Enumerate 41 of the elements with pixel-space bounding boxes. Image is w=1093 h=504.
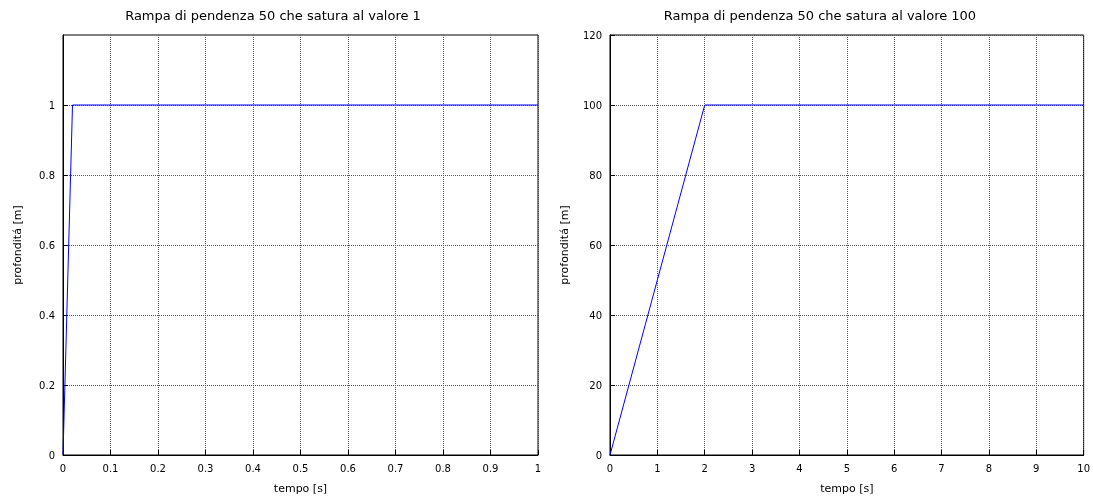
x-axis-title: tempo [s] [273,482,328,495]
x-tick-label: 0.2 [150,462,166,474]
y-tick-label: 0.8 [39,169,55,181]
x-tick-label: 0.6 [340,462,356,474]
x-tick-label: 0.7 [387,462,404,474]
x-tick-label: 8 [985,462,993,474]
x-tick-label: 9 [1033,462,1040,474]
x-tick-label: 10 [1077,462,1090,474]
y-tick-label: 60 [589,239,602,251]
y-tick-label: 80 [589,169,602,181]
chart-title: Rampa di pendenza 50 che satura al valore 100 [663,8,977,23]
y-tick-label: 120 [582,29,602,41]
x-tick-label: 0.5 [292,462,309,474]
x-tick-label: 3 [748,462,756,474]
x-tick-label: 0 [59,462,67,474]
y-tick-label: 0 [48,449,55,461]
y-tick-label: 0.2 [39,379,55,391]
y-tick-label: 1 [48,99,55,111]
x-tick-label: 0.8 [435,462,451,474]
y-axis-title: profonditá [m] [558,205,571,285]
y-tick-label: 20 [589,379,602,391]
x-tick-label: 4 [796,462,803,474]
x-tick-label: 0.9 [482,462,499,474]
x-tick-label: 0 [606,462,614,474]
x-tick-label: 5 [843,462,851,474]
y-axis-title: profonditá [m] [11,205,24,285]
x-tick-label: 0.1 [102,462,119,474]
y-tick-label: 40 [589,309,602,321]
chart-title: Rampa di pendenza 50 che satura al valore 1 [125,8,421,23]
y-tick-label: 0 [595,449,602,461]
x-tick-label: 1 [654,462,661,474]
y-tick-label: 0.4 [39,309,55,321]
x-tick-label: 2 [701,462,708,474]
x-tick-label: 6 [891,462,898,474]
x-axis-title: tempo [s] [820,482,874,495]
y-tick-label: 100 [582,99,602,111]
x-tick-label: 0.3 [197,462,214,474]
x-tick-label: 1 [534,462,542,474]
y-tick-label: 0.6 [39,239,55,251]
x-tick-label: 0.4 [245,462,261,474]
x-tick-label: 7 [938,462,945,474]
